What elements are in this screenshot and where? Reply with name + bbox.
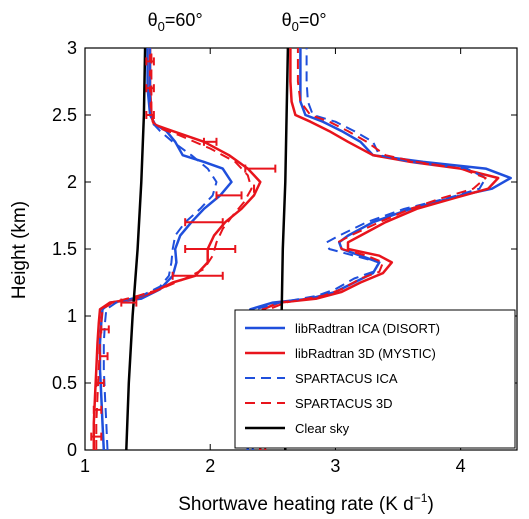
error-bars [90,57,277,441]
series-spartacus-3d-profile-0 [95,48,253,450]
y-tick-label-2: 1 [67,306,77,326]
x-axis-label-main: Shortwave heating rate (K d [178,494,414,515]
legend-item-libradtran-ica-disort: libRadtran ICA (DISORT) [245,321,440,336]
legend-label: libRadtran ICA (DISORT) [295,321,440,336]
y-tick-label-1: 0.5 [52,373,77,393]
x-axis-label-exponent: −1 [414,491,428,505]
series-clear-sky-profile-0 [125,47,147,451]
error-bar-14 [145,84,155,93]
error-bar-7 [184,245,237,253]
y-tick-label-4: 2 [67,172,77,192]
error-bar-12 [202,137,218,146]
error-bar-2 [95,379,105,387]
error-bar-10 [244,164,277,173]
legend-label: SPARTACUS ICA [295,371,398,386]
error-bar-9 [215,191,243,200]
error-bar-8 [184,218,224,227]
y-tick-labels: 0 0.5 1 1.5 2 2.5 3 [52,38,77,460]
error-bar-4 [100,325,110,334]
legend-label: SPARTACUS 3D [295,396,393,411]
annotation-0: θ0=60° [148,10,203,34]
y-tick-label-3: 1.5 [52,239,77,259]
legend: libRadtran ICA (DISORT) libRadtran 3D (MY… [234,309,516,449]
error-bar-5 [120,298,138,307]
x-axis-label-end: ) [427,494,433,515]
legend-label: libRadtran 3D (MYSTIC) [295,346,436,361]
x-tick-labels: 1 2 3 4 [80,456,466,476]
y-tick-label-5: 2.5 [52,105,77,125]
annotation-1: θ0=0° [282,10,327,34]
y-tick-label-6: 3 [67,38,77,58]
x-tick-label-1: 2 [205,456,215,476]
legend-item-spartacus-3d: SPARTACUS 3D [245,396,393,411]
error-bar-0 [90,432,103,441]
error-bar-1 [92,405,103,414]
x-tick-label-0: 1 [80,456,90,476]
series-spartacus-ica-profile-0 [102,48,218,451]
legend-item-clear-sky: Clear sky [245,421,350,436]
legend-label: Clear sky [295,421,350,436]
error-bar-13 [145,111,155,119]
x-axis-label: Shortwave heating rate (K d−1) [178,491,434,515]
legend-item-spartacus-ica: SPARTACUS ICA [245,371,398,386]
y-axis-label: Height (km) [9,201,30,299]
x-tick-label-2: 3 [330,456,340,476]
error-bar-3 [99,352,109,361]
solar-zenith-annotations: θ0=60° θ0=0° [148,10,327,34]
error-bar-6 [171,271,224,280]
legend-item-libradtran-3d-mystic: libRadtran 3D (MYSTIC) [245,346,436,361]
error-bar-15 [145,57,155,66]
legend-items: libRadtran ICA (DISORT) libRadtran 3D (MY… [245,321,440,436]
x-tick-label-3: 4 [456,456,466,476]
y-tick-label-0: 0 [67,440,77,460]
